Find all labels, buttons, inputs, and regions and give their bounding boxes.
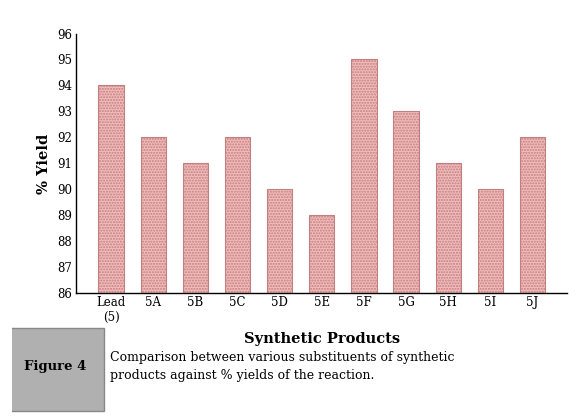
Text: Figure 4: Figure 4 [24,360,86,373]
Bar [436,163,461,293]
Text: Comparison between various substituents of synthetic
products against % yields o: Comparison between various substituents … [110,352,455,383]
Bar [267,189,292,293]
Bar [140,137,166,293]
Bar [183,163,208,293]
Bar [393,111,419,293]
Bar [351,59,377,293]
Bar [309,215,335,293]
FancyBboxPatch shape [6,328,104,411]
Bar [225,137,250,293]
Y-axis label: % Yield: % Yield [37,133,51,194]
Bar [520,137,545,293]
Bar [478,189,503,293]
X-axis label: Synthetic Products: Synthetic Products [244,332,400,347]
Bar [98,85,123,293]
